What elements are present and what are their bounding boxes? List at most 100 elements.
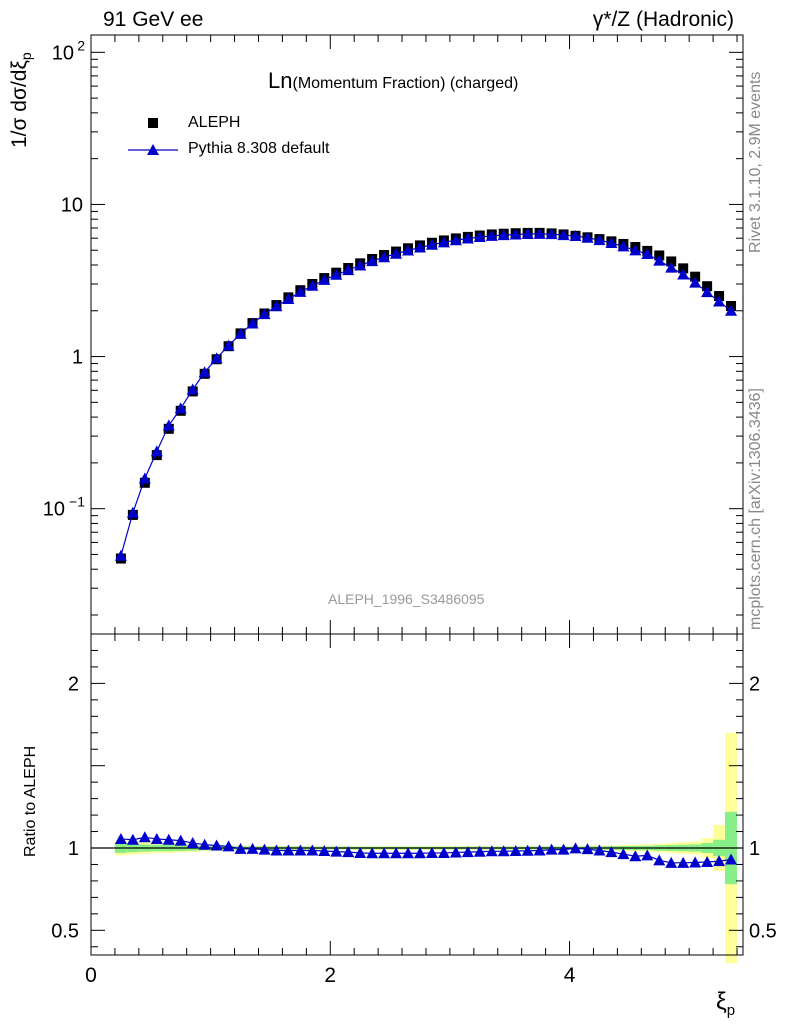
y-tick-label-exponent: −1: [69, 494, 85, 510]
pythia-point: [282, 292, 295, 304]
ratio-point: [378, 847, 391, 859]
pythia-point: [246, 317, 259, 329]
pythia-point: [270, 300, 283, 312]
pythia-point: [593, 234, 606, 246]
x-tick-label: 2: [324, 964, 336, 987]
x-tick-label: 0: [85, 964, 97, 987]
legend-marker-pythia: [147, 144, 159, 155]
pythia-point: [617, 240, 630, 252]
ratio-point: [701, 855, 714, 867]
pythia-point: [497, 229, 510, 241]
ratio-point: [629, 850, 642, 862]
x-axis-label-text: ξ: [716, 988, 727, 1015]
y-tick-label: 1: [72, 347, 83, 369]
ratio-point: [605, 846, 618, 858]
ratio-point: [725, 853, 738, 865]
pythia-point: [318, 273, 331, 285]
ratio-point: [653, 854, 666, 866]
pythia-point: [186, 383, 199, 395]
pythia-point: [641, 248, 654, 260]
chart-title: Ln(Momentum Fraction) (charged): [268, 68, 518, 94]
pythia-point: [545, 228, 558, 240]
ratio-point: [461, 846, 474, 858]
ratio-point: [533, 844, 546, 856]
ratio-y-tick-label-right: 1: [749, 838, 760, 860]
ratio-point: [354, 846, 367, 858]
ratio-point: [126, 833, 139, 845]
pythia-line: [120, 233, 732, 556]
watermark: ALEPH_1996_S3486095: [328, 591, 485, 607]
ratio-point: [306, 844, 319, 856]
ratio-point: [497, 845, 510, 857]
ratio-point: [234, 842, 247, 854]
ratio-point: [449, 846, 462, 858]
ratio-point: [569, 842, 582, 854]
pythia-point: [461, 232, 474, 244]
ratio-point: [437, 846, 450, 858]
ratio-point: [390, 847, 403, 859]
ratio-point: [425, 846, 438, 858]
pythia-point: [653, 254, 666, 266]
pythia-point: [713, 295, 726, 307]
pythia-point: [210, 352, 223, 364]
main-frame: [90, 34, 744, 635]
pythia-point: [258, 308, 271, 320]
ratio-point: [581, 843, 594, 855]
pythia-point: [222, 339, 235, 351]
pythia-point: [413, 241, 426, 253]
ratio-point: [509, 844, 522, 856]
pythia-point: [689, 276, 702, 288]
pythia-point: [533, 227, 546, 239]
y-tick-label: 10: [43, 499, 65, 521]
pythia-point: [342, 264, 355, 276]
ratio-point: [342, 846, 355, 858]
pythia-point: [198, 366, 211, 378]
ratio-point: [258, 843, 271, 855]
ratio-point: [521, 844, 534, 856]
ratio-point: [617, 848, 630, 860]
legend-label-pythia: Pythia 8.308 default: [188, 140, 330, 157]
ratio-point: [198, 838, 211, 850]
ratio-y-tick-label: 1: [68, 838, 79, 860]
header-right: γ*/Z (Hadronic): [592, 8, 734, 31]
ratio-point: [186, 837, 199, 849]
ratio-point: [270, 844, 283, 856]
pythia-point: [425, 238, 438, 250]
ratio-point: [545, 843, 558, 855]
ratio-point: [366, 847, 379, 859]
ratio-point: [402, 847, 415, 859]
ratio-y-tick-label: 2: [68, 673, 79, 695]
pythia-point: [437, 236, 450, 248]
ratio-y-tick-label-right: 2: [749, 673, 760, 695]
pythia-point: [665, 261, 678, 273]
pythia-point: [330, 268, 343, 280]
pythia-point: [114, 549, 127, 561]
pythia-point: [402, 244, 415, 256]
pythia-point: [390, 247, 403, 259]
pythia-point: [234, 327, 247, 339]
ratio-point: [138, 831, 151, 843]
ratio-point: [162, 833, 175, 845]
ratio-point: [282, 844, 295, 856]
y-tick-label-exponent: 2: [77, 37, 85, 53]
pythia-point: [677, 268, 690, 280]
ratio-y-tick-label: 0.5: [51, 920, 79, 942]
pythia-point: [521, 228, 534, 240]
ratio-point: [713, 855, 726, 867]
pythia-point: [569, 230, 582, 242]
pythia-point: [701, 286, 714, 298]
pythia-point: [581, 231, 594, 243]
ratio-point: [174, 834, 187, 846]
pythia-point: [485, 229, 498, 241]
pythia-point: [162, 419, 175, 431]
ratio-point: [641, 849, 654, 861]
ratio-point: [485, 845, 498, 857]
chart-title-rest: (Momentum Fraction) (charged): [292, 75, 519, 92]
legend-label-aleph: ALEPH: [188, 114, 241, 131]
pythia-point: [126, 506, 139, 518]
pythia-point: [150, 445, 163, 457]
ratio-point: [318, 844, 331, 856]
ratio-point: [210, 839, 223, 851]
aleph-point: [666, 256, 677, 267]
